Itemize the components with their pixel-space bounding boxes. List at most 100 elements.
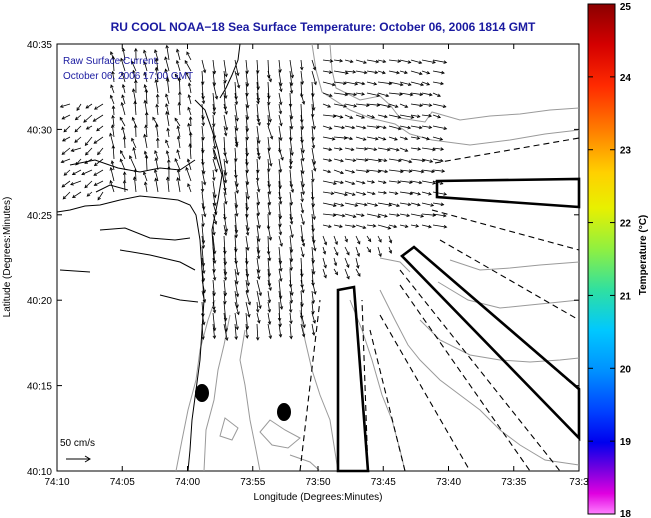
current-vector-head [187,122,191,127]
current-vector-head [84,142,89,147]
current-vector-head [201,170,206,175]
current-vector-head [111,105,116,109]
current-vector [388,246,392,254]
current-vector-head [418,71,423,76]
current-vector-head [407,60,412,64]
current-vector-head [278,101,283,106]
current-vector [388,70,400,74]
current-vector [212,158,218,172]
current-vector [256,136,260,156]
current-vector-head [356,265,360,269]
current-vector [234,323,237,340]
current-vector [355,92,365,95]
current-vector [289,136,293,156]
current-vector [256,147,261,160]
current-vector [201,235,204,249]
current-vector [212,70,216,86]
current-vector-head [344,192,349,197]
current-vector-head [395,147,400,152]
current-vector-head [143,49,147,54]
current-vector-head [313,247,317,252]
current-vector-head [223,179,228,184]
current-vector [344,103,357,107]
current-vector [110,167,115,182]
current-vector-head [311,310,315,315]
current-vector-head [154,150,158,154]
current-vector [399,191,413,195]
current-vector [278,169,281,189]
current-vector [366,70,378,74]
current-vector [333,70,349,74]
current-vector [223,191,227,204]
current-vector [300,224,304,243]
current-vector [212,301,216,313]
current-vector [223,213,228,232]
current-vector [399,114,414,118]
current-vector-head [340,203,345,207]
current-vector [245,213,249,231]
current-vector-head [334,271,338,276]
current-vector [256,235,260,254]
current-vector [176,49,181,61]
current-vector-head [432,147,437,152]
current-vector-head [213,202,217,207]
current-vector [333,191,348,196]
current-vector [188,94,192,105]
current-vector [289,103,293,119]
current-vector-head [144,88,149,93]
current-vector-head [86,193,91,197]
current-vector-head [441,70,445,75]
current-vector-head [382,180,387,184]
current-vector-head [360,213,365,217]
current-vector-head [97,151,101,156]
current-vector [70,180,82,186]
current-vector-head [301,333,306,338]
current-vector [399,158,412,163]
current-vector-head [266,122,271,127]
current-vector-head [144,124,148,129]
current-vector-head [397,180,402,184]
current-vector-head [349,59,354,64]
current-vector [355,180,365,184]
current-vector-head [166,127,170,132]
current-vector [245,312,248,330]
current-vector [185,167,192,182]
current-vector [212,224,215,236]
current-vector [234,147,237,162]
current-vector [201,81,204,100]
current-vector-head [122,135,127,140]
current-vector [289,125,292,141]
current-vector [190,117,192,127]
current-vector-head [278,223,282,228]
current-vector [377,114,388,118]
current-vector [355,235,361,245]
current-vector [267,169,270,188]
current-legend-line1: Raw Surface Current: [63,56,159,67]
current-vector [74,125,82,133]
current-vector-head [213,221,218,225]
current-vector-head [346,251,350,256]
current-vector [432,70,445,74]
current-vector-head [202,181,207,186]
current-vector [300,147,304,161]
current-vector-head [299,315,304,320]
current-vector [289,147,292,164]
current-vector-head [362,192,367,196]
current-vector [322,114,336,117]
current-vector-head [212,135,217,140]
current-vector-head [426,82,431,86]
current-vector-head [224,73,228,78]
current-vector [245,202,248,218]
current-vector-head [397,59,402,63]
current-vector [388,224,397,228]
current-vector-head [258,305,262,310]
current-vector [388,59,401,62]
current-vector [201,169,206,185]
current-vector [245,103,249,120]
current-vector [201,70,204,85]
current-vector [410,191,421,195]
current-vector [75,158,82,166]
x-tick-label: 73:3 [569,477,589,488]
current-vector [267,92,270,105]
current-vector [322,213,336,216]
